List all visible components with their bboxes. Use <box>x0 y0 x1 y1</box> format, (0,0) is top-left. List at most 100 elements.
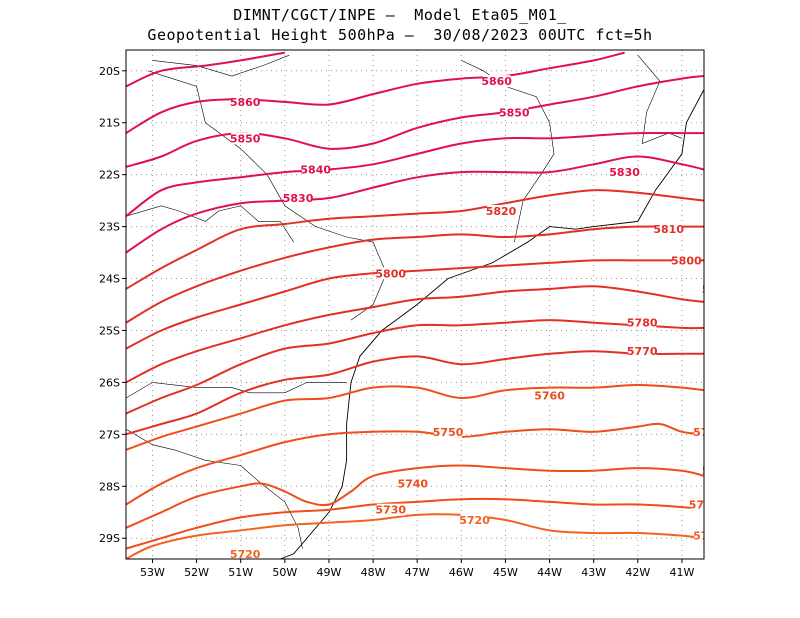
contour-line-5810 <box>126 225 704 324</box>
lon-tick-label: 50W <box>272 566 297 579</box>
contour-label: 5850 <box>230 132 261 145</box>
lat-tick-label: 29S <box>99 532 120 545</box>
lat-tick-label: 24S <box>99 273 120 286</box>
lat-tick-label: 21S <box>99 117 120 130</box>
contour-label: 5770 <box>627 345 658 358</box>
contour-label: 5730 <box>689 498 720 511</box>
contour-line-5800 <box>126 259 704 350</box>
lon-tick-label: 44W <box>537 566 562 579</box>
contour-line-5820 <box>126 189 704 290</box>
state-border <box>152 54 290 77</box>
contour-label-bg <box>376 267 405 280</box>
lon-tick-label: 49W <box>317 566 342 579</box>
lat-tick-label: 27S <box>99 428 120 441</box>
contour-line-5830 <box>126 155 704 254</box>
contour-label: 5750 <box>433 426 464 439</box>
contour-label-bg <box>694 529 704 542</box>
lon-tick-label: 42W <box>625 566 650 579</box>
contour-label-bg <box>434 425 463 438</box>
contour-line-5840 <box>126 131 704 218</box>
contour-label: 5740 <box>397 478 428 491</box>
contour-label-bg <box>398 477 427 490</box>
contour-label-bg <box>301 163 330 176</box>
lat-tick-label: 22S <box>99 169 120 182</box>
contour-label-bg <box>654 223 683 236</box>
contour-label: 5820 <box>486 205 517 218</box>
contour-line-5760 <box>126 384 704 451</box>
lon-tick-label: 51W <box>228 566 253 579</box>
lon-tick-label: 45W <box>493 566 518 579</box>
contour-label-bg <box>703 282 704 295</box>
contour-line-5870 <box>126 51 285 88</box>
contour-line-5770 <box>126 350 704 436</box>
coastline <box>280 88 704 559</box>
contour-label: 5860 <box>481 75 512 88</box>
contour-label: 5850 <box>499 106 530 119</box>
lon-tick-label: 48W <box>361 566 386 579</box>
contour-label: 5790 <box>702 283 733 296</box>
contour-label-bg <box>284 192 313 205</box>
chart-title-line-1: DIMNT/CGCT/INPE – Model Eta05_M01_ <box>233 6 567 24</box>
lat-tick-label: 26S <box>99 376 120 389</box>
contour-label-bg <box>482 75 511 88</box>
contour-label: 5760 <box>534 389 565 402</box>
contour-label-bg <box>535 389 564 402</box>
state-border <box>126 428 303 549</box>
contour-label-bg <box>703 464 704 477</box>
contour-label: 5830 <box>283 192 314 205</box>
contour-line-5740 <box>126 464 704 529</box>
contour-label: 5800 <box>375 267 406 280</box>
contour-label-bg <box>610 166 639 179</box>
contour-label-bg <box>460 514 489 527</box>
contour-line-5720 <box>126 513 704 559</box>
contour-label-bg <box>487 205 516 218</box>
plot-frame <box>125 49 705 560</box>
state-border <box>126 382 347 399</box>
contour-label-bg <box>628 345 657 358</box>
lat-tick-label: 28S <box>99 480 120 493</box>
contour-label-bg <box>694 425 704 438</box>
contour-label: 5730 <box>375 504 406 517</box>
contour-label: 5720 <box>693 530 724 543</box>
contour-line-5850 <box>126 75 704 168</box>
lat-tick-label: 23S <box>99 221 120 234</box>
contour-label: 5830 <box>609 166 640 179</box>
axis-ticks: 20S 21S 22S 23S 24S 25S 26S 27S 28S 29S 53W 52W 51W 5… <box>99 65 694 579</box>
contour-label-bg <box>231 132 260 145</box>
lat-tick-label: 25S <box>99 324 120 337</box>
contour-label-bg <box>690 498 704 511</box>
contour-label: 5800 <box>671 254 702 267</box>
contour-label: 5750 <box>693 426 724 439</box>
contour-line-5790 <box>126 285 704 384</box>
contour-label: 5860 <box>230 96 261 109</box>
contour-label: 5720 <box>230 548 261 561</box>
chart-title-line-2: Geopotential Height 500hPa – 30/08/2023 … <box>147 26 653 44</box>
lon-tick-label: 43W <box>581 566 606 579</box>
contour-label-bg <box>376 503 405 516</box>
state-border <box>126 205 294 243</box>
lon-tick-label: 41W <box>670 566 695 579</box>
lon-tick-label: 52W <box>184 566 209 579</box>
contour-line-5860 <box>126 51 625 134</box>
contour-label: 5720 <box>459 514 490 527</box>
lon-tick-label: 46W <box>449 566 474 579</box>
lat-tick-label: 20S <box>99 65 120 78</box>
contour-label-layer: 5860 5860 5850 5850 5840 5830 5830 5820 5810 5800… <box>230 75 733 561</box>
state-border <box>637 55 683 144</box>
lon-tick-label: 47W <box>405 566 430 579</box>
contour-label: 5840 <box>300 163 331 176</box>
contour-label: 5780 <box>627 317 658 330</box>
contour-label-bg <box>500 106 529 119</box>
contour-label-bg <box>231 95 260 108</box>
state-border <box>148 70 387 321</box>
contour-label-bg <box>672 254 701 267</box>
contour-layer <box>126 51 704 559</box>
contour-label: 5740 <box>702 465 733 478</box>
contour-line-5730 <box>126 497 704 550</box>
contour-label-bg <box>231 547 260 559</box>
contour-label: 5810 <box>653 223 684 236</box>
contour-line-5780 <box>126 319 704 415</box>
contour-label-bg <box>628 316 657 329</box>
lon-tick-label: 53W <box>140 566 165 579</box>
